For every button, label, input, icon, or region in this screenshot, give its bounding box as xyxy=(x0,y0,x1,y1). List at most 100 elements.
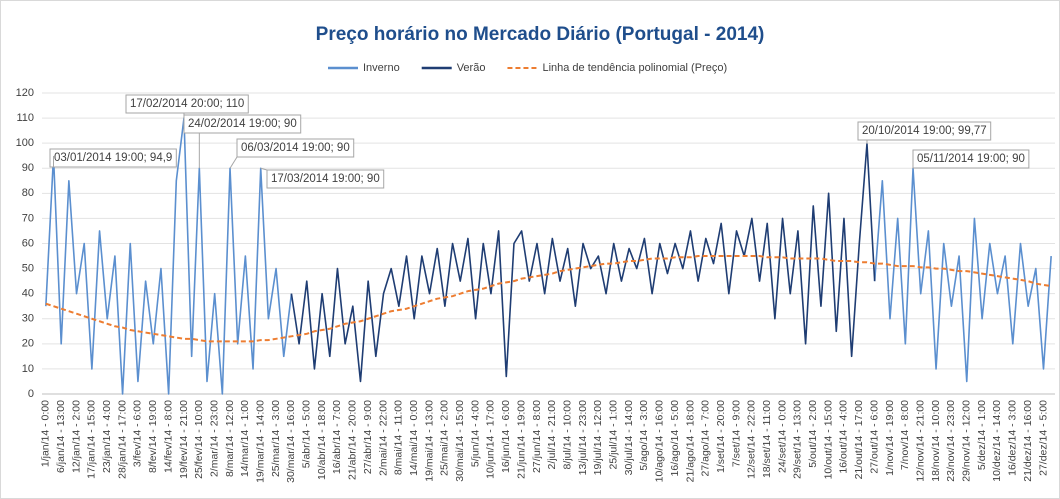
annotation: 03/01/2014 19:00; 94,9 xyxy=(49,148,177,168)
x-tick-label: 16/out/14 - 4:00 xyxy=(838,400,850,474)
x-tick-label: 14/fev/14 - 8:00 xyxy=(162,400,174,473)
annotation: 06/03/2014 19:00; 90 xyxy=(229,138,355,169)
y-tick-label: 40 xyxy=(22,288,34,300)
annotation-box xyxy=(266,169,385,189)
legend: Inverno Verão Linha de tendência polinomia… xyxy=(328,62,727,74)
x-tick-label: 5/jun/14 - 4:00 xyxy=(469,400,481,467)
annotation-label: 17/02/2014 20:00; 110 xyxy=(130,98,244,110)
annotation-label: 24/02/2014 19:00; 90 xyxy=(188,118,297,130)
x-tick-label: 29/set/14 - 13:00 xyxy=(792,400,804,479)
x-tick-label: 25/mai/14 - 2:00 xyxy=(439,400,451,476)
x-tick-label: 13/jul/14 - 23:00 xyxy=(577,400,589,475)
y-tick-label: 120 xyxy=(16,87,34,99)
y-tick-label: 50 xyxy=(22,262,34,274)
x-tick-label: 27/abr/14 - 9:00 xyxy=(362,400,374,474)
x-tick-label: 19/fev/14 - 21:00 xyxy=(178,400,190,479)
x-tick-label: 3/fev/14 - 6:00 xyxy=(132,400,144,467)
x-tick-label: 27/ago/14 - 7:00 xyxy=(700,400,712,477)
y-tick-label: 100 xyxy=(16,137,34,149)
x-tick-label: 5/abr/14 - 5:00 xyxy=(301,400,313,468)
x-tick-label: 19/mai/14 - 13:00 xyxy=(423,400,435,482)
x-tick-label: 2/mai/14 - 22:00 xyxy=(377,400,389,476)
x-tick-label: 21/ago/14 - 18:00 xyxy=(684,400,696,482)
annotation-label: 03/01/2014 19:00; 94,9 xyxy=(54,152,172,164)
x-tick-label: 27/jun/14 - 8:00 xyxy=(531,400,543,473)
x-tick-label: 21/dez/14 - 16:00 xyxy=(1022,400,1034,482)
annotation-box xyxy=(183,114,302,134)
annotation-label: 06/03/2014 19:00; 90 xyxy=(241,142,350,154)
x-tick-label: 21/jun/14 - 19:00 xyxy=(515,400,527,479)
x-tick-label: 10/ago/14 - 16:00 xyxy=(654,400,666,482)
annotation-box xyxy=(912,149,1030,169)
x-tick-label: 12/set/14 - 22:00 xyxy=(746,400,758,479)
annotation-box xyxy=(125,94,249,114)
x-tick-label: 30/mar/14 - 16:00 xyxy=(285,400,297,483)
legend-label: Linha de tendência polinomial (Preço) xyxy=(542,62,727,74)
x-tick-label: 1/set/14 - 20:00 xyxy=(715,400,727,473)
annotation: 17/03/2014 19:00; 90 xyxy=(260,167,385,189)
x-tick-label: 25/mar/14 - 3:00 xyxy=(270,400,282,477)
x-tick-label: 5/ago/14 - 3:00 xyxy=(638,400,650,471)
trend-line xyxy=(45,255,1052,343)
x-tick-label: 10/jun/14 - 17:00 xyxy=(485,400,497,479)
x-tick-label: 17/jan/14 - 15:00 xyxy=(86,400,98,479)
annotation-label: 20/10/2014 19:00; 99,77 xyxy=(862,125,987,137)
x-tick-label: 30/mai/14 - 15:00 xyxy=(454,400,466,482)
x-tick-label: 10/out/14 - 15:00 xyxy=(822,400,834,480)
y-tick-label: 20 xyxy=(22,338,34,350)
annotation: 20/10/2014 19:00; 99,77 xyxy=(857,121,992,144)
y-tick-label: 90 xyxy=(22,162,34,174)
x-tick-label: 16/ago/14 - 5:00 xyxy=(669,400,681,477)
x-tick-label: 8/jul/14 - 10:00 xyxy=(561,400,573,470)
annotation: 24/02/2014 19:00; 90 xyxy=(183,114,302,169)
annotation-leader xyxy=(260,167,268,171)
x-tick-label: 7/set/14 - 9:00 xyxy=(730,400,742,467)
x-tick-label: 6/jan/14 - 13:00 xyxy=(55,400,67,473)
x-tick-label: 27/dez/14 - 5:00 xyxy=(1037,400,1049,476)
annotation-leader xyxy=(229,156,238,169)
x-tick-label: 1/nov/14 - 19:00 xyxy=(884,400,896,476)
x-tick-label: 19/mar/14 - 14:00 xyxy=(254,400,266,483)
x-tick-label: 18/set/14 - 11:00 xyxy=(761,400,773,478)
x-tick-label: 14/mai/14 - 0:00 xyxy=(408,400,420,476)
x-tick-label: 5/out/14 - 2:00 xyxy=(807,400,819,468)
x-tick-label: 14/mar/14 - 1:00 xyxy=(239,400,251,477)
x-tick-label: 7/nov/14 - 8:00 xyxy=(899,400,911,470)
annotation-box xyxy=(49,148,177,168)
legend-label: Inverno xyxy=(363,62,400,74)
y-tick-label: 10 xyxy=(22,363,34,375)
x-tick-label: 2/jul/14 - 21:00 xyxy=(546,400,558,470)
x-tick-label: 21/out/14 - 17:00 xyxy=(853,400,865,480)
x-tick-label: 30/jul/14 - 14:00 xyxy=(623,400,635,475)
x-tick-label: 10/dez/14 - 14:00 xyxy=(991,400,1003,482)
x-tick-label: 23/nov/14 - 23:00 xyxy=(945,400,957,482)
x-tick-label: 16/jun/14 - 6:00 xyxy=(500,400,512,473)
x-tick-label: 24/set/14 - 0:00 xyxy=(776,400,788,473)
annotation-box xyxy=(857,121,992,141)
legend-label: Verão xyxy=(457,62,486,74)
y-tick-label: 70 xyxy=(22,212,34,224)
x-tick-label: 16/dez/14 - 3:00 xyxy=(1007,400,1019,476)
x-tick-label: 21/abr/14 - 20:00 xyxy=(347,400,359,480)
x-tick-label: 16/abr/14 - 7:00 xyxy=(331,400,343,474)
x-tick-label: 2/mar/14 - 23:00 xyxy=(208,400,220,477)
annotation: 05/11/2014 19:00; 90 xyxy=(912,149,1030,169)
x-tick-label: 1/jan/14 - 0:00 xyxy=(40,400,52,467)
chart-title: Preço horário no Mercado Diário (Portuga… xyxy=(316,24,765,45)
y-tick-label: 80 xyxy=(22,187,34,199)
x-tick-label: 8/mar/14 - 12:00 xyxy=(224,400,236,477)
annotation: 17/02/2014 20:00; 110 xyxy=(125,94,249,119)
series-line xyxy=(45,117,1052,395)
x-tick-label: 25/fev/14 - 10:00 xyxy=(193,400,205,479)
series-line xyxy=(290,142,876,383)
x-tick-label: 12/nov/14 - 21:00 xyxy=(914,400,926,482)
annotation-box xyxy=(236,138,355,158)
annotation-label: 17/03/2014 19:00; 90 xyxy=(271,173,380,185)
x-tick-label: 18/nov/14 - 10:00 xyxy=(930,400,942,482)
x-tick-label: 29/nov/14 - 12:00 xyxy=(961,400,973,482)
x-tick-label: 25/jul/14 - 1:00 xyxy=(608,400,620,470)
y-tick-label: 110 xyxy=(16,112,34,124)
x-tick-label: 10/abr/14 - 18:00 xyxy=(316,400,328,480)
